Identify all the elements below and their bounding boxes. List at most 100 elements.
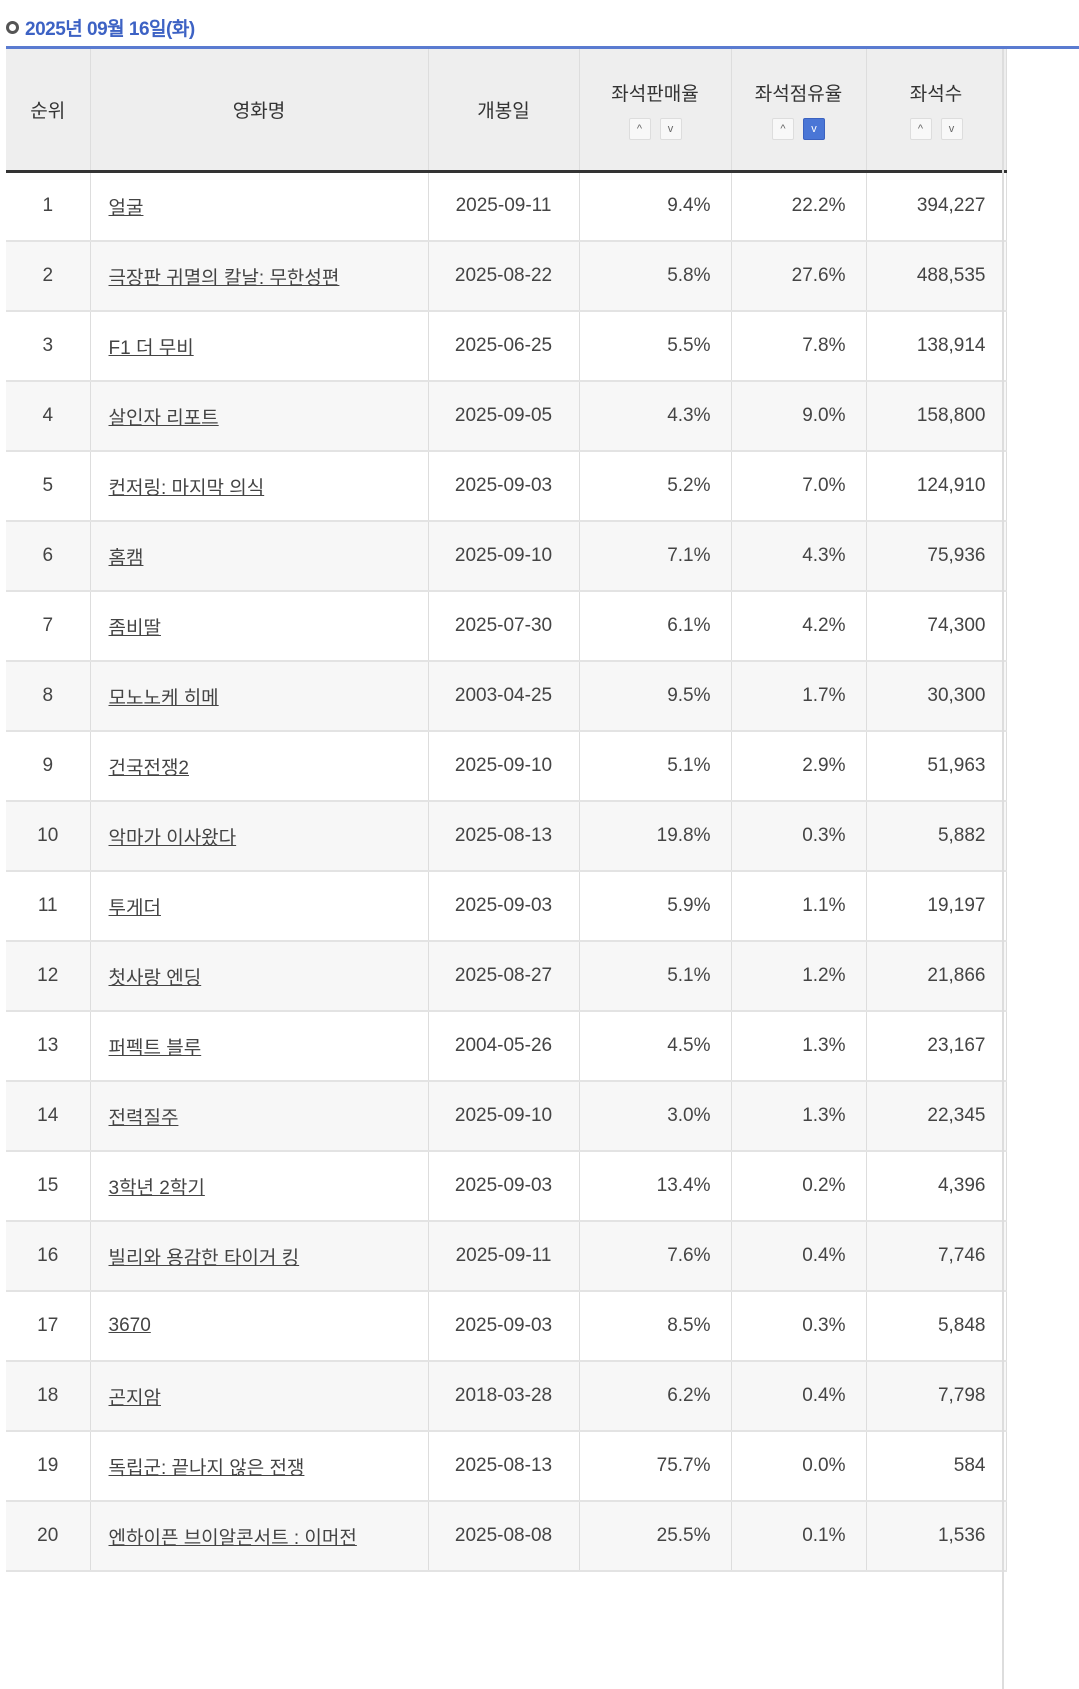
rank-cell: 11 bbox=[6, 871, 91, 942]
seat-share-cell: 7.0% bbox=[731, 451, 867, 522]
movie-name-cell: 살인자 리포트 bbox=[90, 381, 429, 452]
seat-count-cell: 5,882 bbox=[866, 801, 1007, 872]
movie-title-link[interactable]: 악마가 이사왔다 bbox=[108, 827, 237, 849]
movie-name-cell: 투게더 bbox=[90, 871, 429, 942]
movie-name-cell: 악마가 이사왔다 bbox=[90, 801, 429, 872]
movie-title-link[interactable]: 홈캠 bbox=[108, 547, 144, 569]
movie-name-cell: 홈캠 bbox=[90, 521, 429, 592]
movie-title-link[interactable]: 좀비딸 bbox=[108, 617, 161, 639]
open-date-cell: 2018-03-28 bbox=[428, 1361, 580, 1432]
box-office-table-container: 순위 영화명 개봉일 좌석판매율 ^ v 좌석점유율 ^ v 좌석수 ^ v 1 얼굴 2… bbox=[6, 46, 1079, 1572]
seat-sales-rate-cell: 5.9% bbox=[579, 871, 732, 942]
seat-sales-rate-cell: 5.5% bbox=[579, 311, 732, 382]
box-office-table: 순위 영화명 개봉일 좌석판매율 ^ v 좌석점유율 ^ v 좌석수 ^ v 1 얼굴 2… bbox=[6, 49, 1007, 1572]
movie-title-link[interactable]: 살인자 리포트 bbox=[108, 407, 219, 429]
seat-share-cell: 1.3% bbox=[731, 1081, 867, 1152]
movie-title-link[interactable]: 곤지암 bbox=[108, 1387, 161, 1409]
rank-cell: 3 bbox=[6, 311, 91, 382]
movie-title-link[interactable]: 전력질주 bbox=[108, 1107, 179, 1129]
rank-cell: 6 bbox=[6, 521, 91, 592]
rank-cell: 4 bbox=[6, 381, 91, 452]
table-row: 4 살인자 리포트 2025-09-05 4.3% 9.0% 158,800 bbox=[6, 381, 1007, 452]
open-date-cell: 2025-08-08 bbox=[428, 1501, 580, 1572]
movie-title-link[interactable]: 빌리와 용감한 타이거 킹 bbox=[108, 1247, 300, 1269]
movie-title-link[interactable]: 극장판 귀멸의 칼날: 무한성편 bbox=[108, 267, 340, 289]
rank-cell: 1 bbox=[6, 171, 91, 242]
seat-count-cell: 488,535 bbox=[866, 241, 1007, 312]
movie-name-cell: 3670 bbox=[90, 1291, 429, 1362]
rank-cell: 8 bbox=[6, 661, 91, 732]
movie-title-link[interactable]: 건국전쟁2 bbox=[108, 757, 190, 779]
seat-share-cell: 1.3% bbox=[731, 1011, 867, 1082]
movie-title-link[interactable]: 모노노케 히메 bbox=[108, 687, 219, 709]
header-open-date: 개봉일 bbox=[428, 49, 580, 173]
movie-title-link[interactable]: 얼굴 bbox=[108, 197, 144, 219]
open-date-cell: 2025-08-27 bbox=[428, 941, 580, 1012]
movie-name-cell: 3학년 2학기 bbox=[90, 1151, 429, 1222]
seat-share-cell: 22.2% bbox=[731, 171, 867, 242]
movie-title-link[interactable]: 3670 bbox=[108, 1315, 151, 1336]
movie-name-cell: 건국전쟁2 bbox=[90, 731, 429, 802]
open-date-cell: 2025-09-10 bbox=[428, 731, 580, 802]
open-date-cell: 2003-04-25 bbox=[428, 661, 580, 732]
movie-name-cell: 좀비딸 bbox=[90, 591, 429, 662]
sort-desc-button[interactable]: v bbox=[659, 117, 682, 140]
movie-title-link[interactable]: 퍼펙트 블루 bbox=[108, 1037, 202, 1059]
seat-sales-rate-cell: 5.1% bbox=[579, 941, 732, 1012]
movie-title-link[interactable]: 첫사랑 엔딩 bbox=[108, 967, 202, 989]
seat-count-cell: 75,936 bbox=[866, 521, 1007, 592]
sort-desc-button[interactable]: v bbox=[940, 117, 963, 140]
open-date-cell: 2025-09-11 bbox=[428, 171, 580, 242]
open-date-cell: 2025-09-03 bbox=[428, 1151, 580, 1222]
rank-cell: 19 bbox=[6, 1431, 91, 1502]
rank-cell: 9 bbox=[6, 731, 91, 802]
open-date-cell: 2025-07-30 bbox=[428, 591, 580, 662]
header-label: 좌석점유율 bbox=[754, 83, 843, 105]
seat-sales-rate-cell: 25.5% bbox=[579, 1501, 732, 1572]
open-date-cell: 2025-08-13 bbox=[428, 1431, 580, 1502]
sort-asc-button[interactable]: ^ bbox=[772, 117, 794, 140]
movie-title-link[interactable]: 컨저링: 마지막 의식 bbox=[108, 477, 265, 499]
seat-count-cell: 22,345 bbox=[866, 1081, 1007, 1152]
seat-sales-rate-cell: 5.8% bbox=[579, 241, 732, 312]
seat-share-cell: 0.4% bbox=[731, 1361, 867, 1432]
circle-bullet-icon bbox=[6, 20, 19, 34]
table-row: 7 좀비딸 2025-07-30 6.1% 4.2% 74,300 bbox=[6, 591, 1007, 662]
movie-name-cell: 독립군: 끝나지 않은 전쟁 bbox=[90, 1431, 429, 1502]
table-row: 2 극장판 귀멸의 칼날: 무한성편 2025-08-22 5.8% 27.6% 488,… bbox=[6, 241, 1007, 312]
rank-cell: 13 bbox=[6, 1011, 91, 1082]
open-date-cell: 2025-06-25 bbox=[428, 311, 580, 382]
seat-count-cell: 30,300 bbox=[866, 661, 1007, 732]
seat-sales-rate-cell: 75.7% bbox=[579, 1431, 732, 1502]
sort-desc-button-active[interactable]: v bbox=[803, 117, 825, 140]
movie-name-cell: 얼굴 bbox=[90, 171, 429, 242]
table-row: 16 빌리와 용감한 타이거 킹 2025-09-11 7.6% 0.4% 7,746 bbox=[6, 1221, 1007, 1292]
seat-sales-rate-cell: 9.4% bbox=[579, 171, 732, 242]
rank-cell: 12 bbox=[6, 941, 91, 1012]
open-date-cell: 2025-09-03 bbox=[428, 1291, 580, 1362]
table-row: 15 3학년 2학기 2025-09-03 13.4% 0.2% 4,396 bbox=[6, 1151, 1007, 1222]
seat-count-cell: 51,963 bbox=[866, 731, 1007, 802]
seat-share-cell: 4.2% bbox=[731, 591, 867, 662]
movie-title-link[interactable]: 엔하이픈 브이알콘서트 : 이머전 bbox=[108, 1527, 357, 1549]
open-date-cell: 2004-05-26 bbox=[428, 1011, 580, 1082]
movie-title-link[interactable]: 독립군: 끝나지 않은 전쟁 bbox=[108, 1457, 305, 1479]
sort-asc-button[interactable]: ^ bbox=[909, 117, 932, 140]
movie-name-cell: 곤지암 bbox=[90, 1361, 429, 1432]
rank-cell: 10 bbox=[6, 801, 91, 872]
movie-name-cell: 퍼펙트 블루 bbox=[90, 1011, 429, 1082]
table-row: 19 독립군: 끝나지 않은 전쟁 2025-08-13 75.7% 0.0% 584 bbox=[6, 1431, 1007, 1502]
table-row: 12 첫사랑 엔딩 2025-08-27 5.1% 1.2% 21,866 bbox=[6, 941, 1007, 1012]
table-row: 9 건국전쟁2 2025-09-10 5.1% 2.9% 51,963 bbox=[6, 731, 1007, 802]
rank-cell: 14 bbox=[6, 1081, 91, 1152]
movie-title-link[interactable]: 투게더 bbox=[108, 897, 161, 919]
movie-title-link[interactable]: 3학년 2학기 bbox=[108, 1177, 205, 1199]
sort-asc-button[interactable]: ^ bbox=[628, 117, 651, 140]
rank-cell: 5 bbox=[6, 451, 91, 522]
movie-title-link[interactable]: F1 더 무비 bbox=[108, 337, 194, 359]
movie-name-cell: 첫사랑 엔딩 bbox=[90, 941, 429, 1012]
seat-sales-rate-cell: 4.5% bbox=[579, 1011, 732, 1082]
table-row: 10 악마가 이사왔다 2025-08-13 19.8% 0.3% 5,882 bbox=[6, 801, 1007, 872]
header-label: 순위 bbox=[30, 100, 66, 122]
seat-count-cell: 1,536 bbox=[866, 1501, 1007, 1572]
